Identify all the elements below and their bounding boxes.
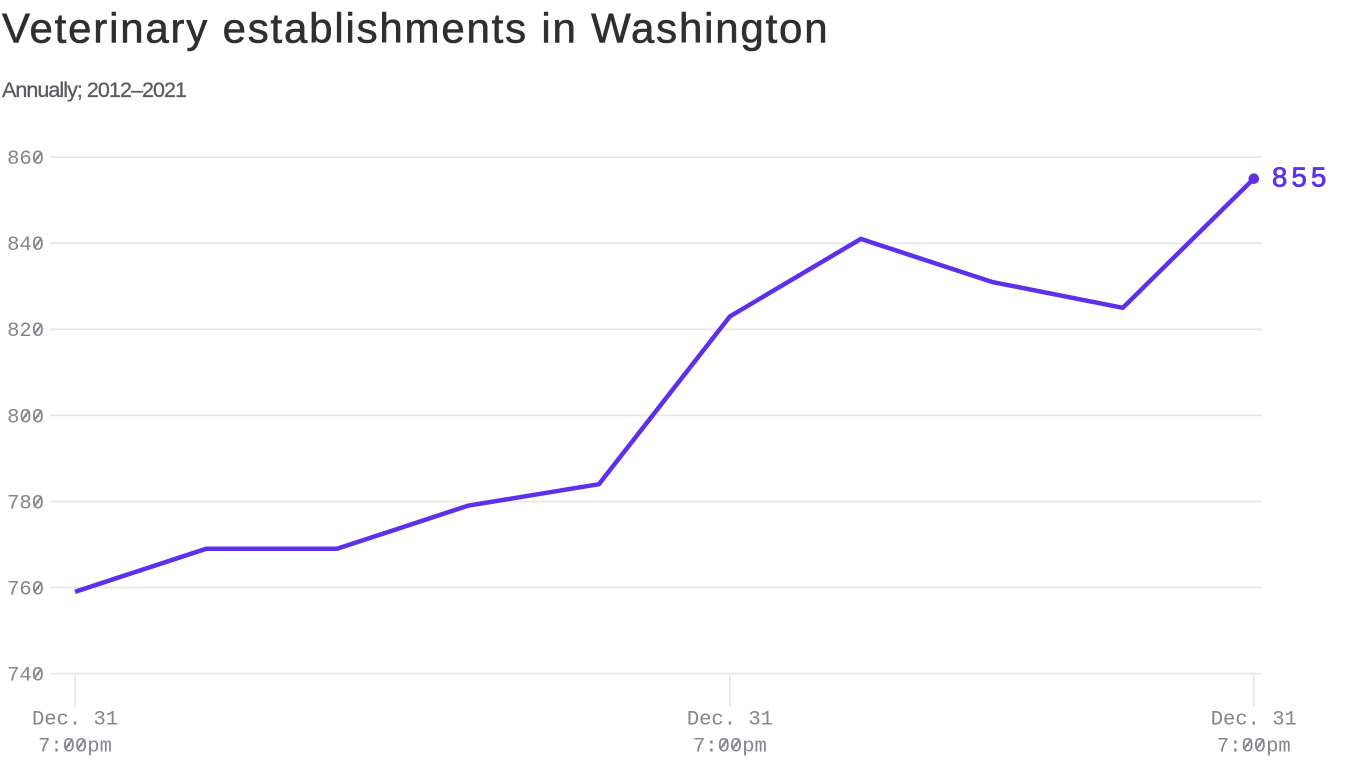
svg-text:800: 800 — [7, 406, 44, 429]
svg-text:820: 820 — [7, 320, 44, 343]
svg-text:740: 740 — [7, 665, 44, 688]
svg-text:7:00pm: 7:00pm — [693, 736, 767, 759]
svg-text:Dec. 31: Dec. 31 — [32, 709, 118, 732]
svg-text:855: 855 — [1272, 162, 1330, 193]
svg-text:Dec. 31: Dec. 31 — [1211, 709, 1297, 732]
svg-text:860: 860 — [7, 148, 44, 171]
svg-text:Dec. 31: Dec. 31 — [687, 709, 773, 732]
svg-text:7:00pm: 7:00pm — [1217, 736, 1291, 759]
svg-text:7:00pm: 7:00pm — [38, 736, 112, 759]
svg-text:840: 840 — [7, 234, 44, 257]
svg-text:780: 780 — [7, 492, 44, 515]
svg-text:Annually; 2012–2021: Annually; 2012–2021 — [2, 78, 186, 102]
svg-text:760: 760 — [7, 578, 44, 601]
svg-text:Veterinary establishments in W: Veterinary establishments in Washington — [2, 4, 829, 51]
